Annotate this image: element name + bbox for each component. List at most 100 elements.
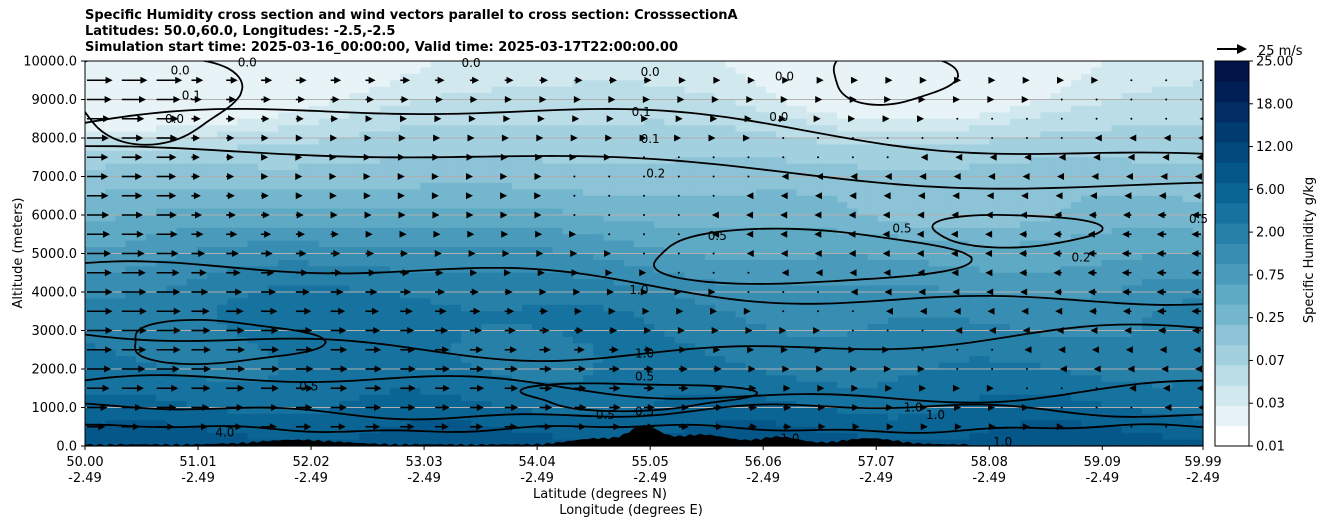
- humidity-cell: [918, 195, 930, 203]
- humidity-cell: [715, 189, 726, 197]
- humidity-cell: [95, 343, 106, 351]
- humidity-cell: [552, 131, 564, 139]
- humidity-cell: [745, 311, 757, 319]
- humidity-cell: [440, 433, 452, 441]
- humidity-cell: [522, 80, 533, 88]
- humidity-cell: [166, 272, 178, 280]
- humidity-cell: [339, 407, 350, 415]
- humidity-cell: [684, 221, 696, 229]
- humidity-cell: [704, 259, 716, 267]
- humidity-cell: [532, 285, 543, 293]
- humidity-cell: [847, 413, 859, 421]
- humidity-cell: [176, 394, 188, 402]
- humidity-cell: [115, 176, 127, 184]
- humidity-cell: [196, 375, 208, 383]
- humidity-cell: [125, 93, 137, 101]
- humidity-cell: [583, 195, 594, 203]
- humidity-cell: [186, 381, 198, 389]
- humidity-cell: [115, 375, 127, 383]
- humidity-cell: [704, 202, 716, 210]
- humidity-cell: [237, 413, 249, 421]
- humidity-cell: [532, 401, 543, 409]
- humidity-cell: [237, 118, 249, 126]
- humidity-cell: [654, 105, 665, 113]
- humidity-cell: [877, 324, 889, 332]
- humidity-cell: [156, 86, 167, 94]
- humidity-cell: [603, 356, 615, 364]
- humidity-cell: [511, 439, 523, 447]
- humidity-cell: [400, 259, 411, 267]
- humidity-cell: [227, 61, 239, 69]
- humidity-cell: [135, 349, 147, 357]
- humidity-cell: [501, 208, 513, 216]
- humidity-cell: [796, 433, 808, 441]
- humidity-cell: [593, 163, 604, 171]
- humidity-cell: [85, 407, 96, 415]
- humidity-cell: [583, 259, 594, 267]
- humidity-cell: [745, 349, 757, 357]
- humidity-cell: [186, 61, 198, 69]
- humidity-cell: [735, 144, 747, 152]
- humidity-cell: [145, 170, 157, 178]
- humidity-cell: [898, 298, 909, 306]
- humidity-cell: [735, 349, 747, 357]
- humidity-cell: [145, 394, 157, 402]
- humidity-cell: [400, 195, 411, 203]
- humidity-cell: [776, 324, 787, 332]
- humidity-cell: [318, 349, 330, 357]
- humidity-cell: [471, 86, 482, 94]
- humidity-cell: [755, 420, 767, 428]
- humidity-cell: [196, 138, 208, 146]
- humidity-cell: [318, 433, 330, 441]
- humidity-cell: [461, 362, 472, 370]
- humidity-cell: [725, 80, 737, 88]
- humidity-cell: [847, 394, 859, 402]
- humidity-cell: [491, 317, 503, 325]
- humidity-cell: [206, 73, 218, 81]
- humidity-cell: [461, 182, 472, 190]
- humidity-cell: [796, 259, 808, 267]
- humidity-cell: [674, 150, 686, 158]
- humidity-cell: [125, 420, 137, 428]
- humidity-cell: [369, 272, 381, 280]
- humidity-cell: [450, 189, 462, 197]
- humidity-cell: [603, 221, 615, 229]
- humidity-cell: [511, 67, 523, 75]
- humidity-cell: [481, 67, 493, 75]
- humidity-cell: [186, 118, 198, 126]
- humidity-cell: [491, 292, 503, 300]
- humidity-cell: [501, 343, 513, 351]
- humidity-cell: [85, 195, 96, 203]
- humidity-cell: [95, 157, 106, 165]
- humidity-cell: [887, 131, 899, 139]
- humidity-cell: [816, 144, 828, 152]
- humidity-cell: [837, 388, 848, 396]
- humidity-cell: [206, 176, 218, 184]
- humidity-cell: [461, 73, 472, 81]
- humidity-cell: [745, 176, 757, 184]
- humidity-cell: [867, 407, 879, 415]
- humidity-cell: [654, 234, 665, 242]
- humidity-cell: [339, 105, 350, 113]
- humidity-cell: [440, 131, 452, 139]
- humidity-cell: [288, 401, 300, 409]
- humidity-cell: [176, 375, 188, 383]
- humidity-cell: [877, 80, 889, 88]
- humidity-cell: [227, 86, 239, 94]
- humidity-cell: [664, 407, 676, 415]
- humidity-cell: [511, 176, 523, 184]
- humidity-cell: [684, 420, 696, 428]
- humidity-cell: [562, 253, 574, 261]
- humidity-cell: [115, 202, 127, 210]
- humidity-cell: [826, 176, 838, 184]
- humidity-cell: [593, 317, 604, 325]
- humidity-cell: [694, 369, 706, 377]
- humidity-cell: [145, 176, 157, 184]
- humidity-cell: [206, 80, 218, 88]
- humidity-cell: [430, 272, 442, 280]
- humidity-cell: [186, 247, 198, 255]
- humidity-cell: [196, 298, 208, 306]
- humidity-cell: [725, 144, 737, 152]
- humidity-cell: [135, 426, 147, 434]
